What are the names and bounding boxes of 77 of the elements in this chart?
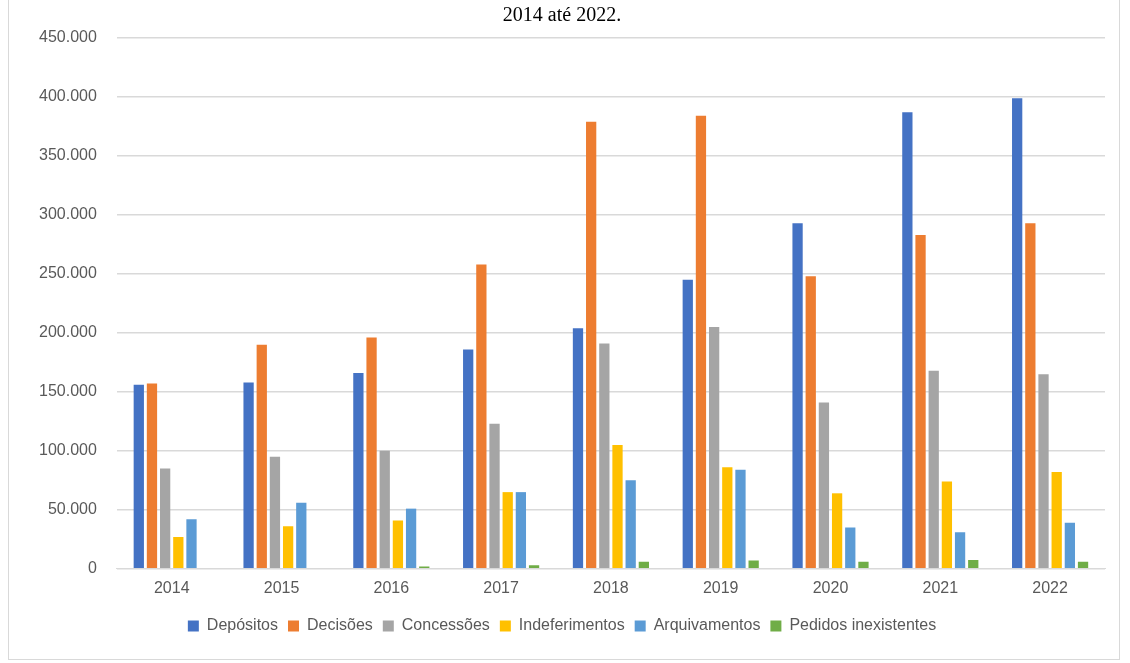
- y-tick-label: 200.000: [38, 323, 97, 341]
- bar: [146, 383, 158, 569]
- bar: [831, 493, 843, 569]
- bar: [476, 264, 487, 569]
- legend-label: Depósitos: [206, 616, 278, 634]
- bar: [1038, 374, 1049, 569]
- bar: [1077, 561, 1089, 569]
- x-tick-label: 2020: [812, 578, 849, 596]
- bar: [1064, 522, 1075, 569]
- legend-label: Pedidos inexistentes: [789, 616, 937, 634]
- bar: [160, 468, 171, 569]
- x-tick-label: 2018: [593, 578, 629, 596]
- legend-label: Decisões: [306, 616, 373, 634]
- bar: [682, 279, 693, 569]
- bar: [612, 444, 623, 569]
- y-tick-label: 250.000: [38, 264, 97, 282]
- bar: [366, 337, 377, 569]
- y-tick-label: 300.000: [38, 205, 97, 223]
- bar: [845, 527, 856, 569]
- bar: [722, 467, 733, 569]
- bar: [928, 370, 939, 569]
- bar: [353, 372, 364, 569]
- bar: [1025, 223, 1036, 569]
- bar: [915, 234, 926, 569]
- y-tick-label: 100.000: [38, 441, 97, 459]
- bar: [968, 559, 979, 569]
- y-tick-label: 400.000: [38, 87, 97, 105]
- bar: [528, 565, 540, 569]
- bar: [133, 384, 144, 569]
- legend-label: Concessões: [401, 616, 490, 634]
- bar: [599, 343, 610, 569]
- x-tick-label: 2021: [922, 578, 959, 596]
- y-tick-label: 350.000: [38, 146, 97, 164]
- bar: [1051, 472, 1062, 569]
- bar: [173, 536, 184, 569]
- bar: [858, 561, 869, 569]
- x-tick-label: 2014: [153, 578, 190, 596]
- bar: [818, 402, 830, 569]
- bar: [186, 519, 197, 569]
- bar: [695, 115, 707, 569]
- bar: [392, 520, 404, 569]
- bar: [282, 526, 294, 569]
- legend-label: Arquivamentos: [653, 616, 761, 634]
- bar: [243, 382, 254, 569]
- y-tick-label: 50.000: [47, 500, 97, 518]
- bar: [463, 349, 474, 569]
- y-tick-label: 0: [87, 559, 97, 577]
- bar: [748, 560, 759, 569]
- bar: [1012, 98, 1023, 569]
- bar: [586, 121, 597, 569]
- bar: [792, 223, 803, 569]
- bar: [708, 326, 720, 569]
- bar: [502, 492, 513, 569]
- bar: [638, 561, 649, 569]
- bar: [269, 456, 281, 569]
- x-tick-label: 2017: [483, 578, 520, 596]
- bar: [296, 502, 307, 569]
- legend-label: Indeferimentos: [518, 616, 625, 634]
- y-tick-label: 150.000: [38, 382, 97, 400]
- bar: [405, 508, 417, 569]
- x-tick-label: 2019: [702, 578, 739, 596]
- bar: [572, 328, 584, 569]
- bar: [489, 423, 500, 569]
- bar: [735, 469, 746, 569]
- bar: [941, 481, 953, 569]
- bar: [379, 450, 390, 569]
- chart-title: 2014 até 2022.: [502, 3, 622, 26]
- x-tick-label: 2016: [373, 578, 410, 596]
- bar: [805, 276, 816, 569]
- y-tick-label: 450.000: [38, 28, 97, 46]
- bar: [515, 492, 527, 569]
- x-tick-label: 2022: [1032, 578, 1068, 596]
- x-tick-label: 2015: [263, 578, 300, 596]
- bar: [256, 344, 267, 569]
- bar: [902, 112, 913, 569]
- bar: [954, 532, 966, 569]
- bar: [625, 480, 636, 569]
